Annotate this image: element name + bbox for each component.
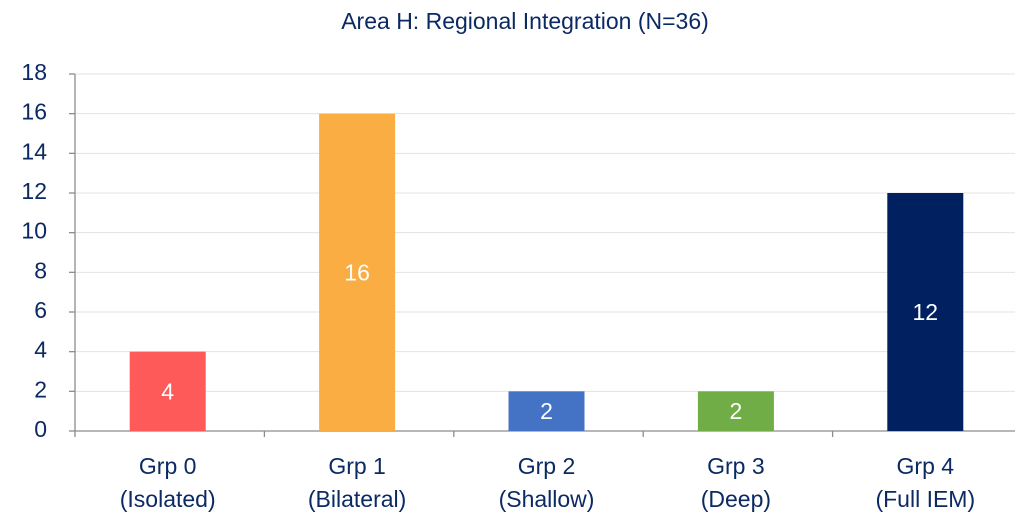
bar [697,391,774,431]
y-tick-label: 12 [21,178,47,204]
y-tick-label: 16 [21,99,47,125]
x-tick-label: (Deep) [701,486,771,512]
data-label: 12 [913,299,939,325]
y-tick-label: 18 [21,59,47,85]
x-tick-label: (Isolated) [120,486,216,512]
x-tick-label: Grp 1 [328,453,386,479]
y-tick-label: 10 [21,218,47,244]
y-tick-label: 14 [21,138,47,164]
data-label: 2 [730,398,743,424]
bar [508,391,585,431]
y-tick-label: 2 [34,376,47,402]
x-tick-label: Grp 3 [707,453,765,479]
bar [319,113,396,432]
bar [129,351,206,431]
y-tick-label: 8 [34,257,47,283]
bar [887,193,964,431]
chart-title: Area H: Regional Integration (N=36) [341,8,709,34]
data-label: 2 [540,398,553,424]
y-tick-label: 6 [34,297,47,323]
x-tick-label: (Bilateral) [308,486,406,512]
x-tick-label: Grp 2 [518,453,576,479]
x-tick-label: (Full IEM) [875,486,975,512]
x-tick-label: (Shallow) [499,486,595,512]
data-label: 16 [344,259,370,285]
y-tick-label: 4 [34,337,47,363]
data-label: 4 [161,378,174,404]
y-tick-label: 0 [34,416,47,442]
x-tick-label: Grp 4 [897,453,955,479]
x-tick-label: Grp 0 [139,453,197,479]
